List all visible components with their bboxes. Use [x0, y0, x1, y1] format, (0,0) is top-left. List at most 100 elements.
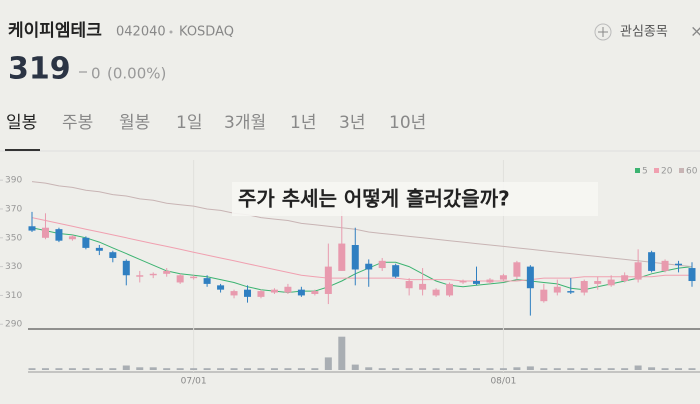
volume-bar: [634, 365, 642, 370]
volume-bar: [176, 368, 184, 370]
y-tick-label: 330: [5, 262, 22, 272]
x-tick-label: 07/01: [181, 377, 207, 387]
volume-bar: [499, 368, 507, 370]
volume-bar: [580, 368, 588, 370]
volume-bar: [472, 368, 480, 370]
stock-name: 케이피엠테크: [8, 21, 102, 41]
dot: [169, 30, 173, 34]
candle-body: [122, 260, 130, 276]
candle-body: [163, 270, 171, 274]
candle-body: [419, 283, 427, 290]
candle-body: [675, 263, 683, 266]
volume-bar: [28, 368, 36, 370]
tab[interactable]: 주봉: [62, 113, 93, 133]
volume-bar: [163, 368, 171, 370]
y-tick-label: 390: [5, 176, 22, 186]
volume-bar: [675, 368, 683, 370]
candle-body: [378, 260, 386, 269]
volume-bar: [446, 368, 454, 370]
tabs: 일봉 주봉 월봉 1일 3개월 1년 3년 10년: [0, 113, 700, 152]
volume-bar: [648, 367, 656, 370]
candle-body: [567, 291, 575, 293]
candle-body: [594, 281, 602, 284]
volume-bar: [405, 368, 413, 370]
caption-box: [232, 182, 598, 216]
volume-bar: [122, 365, 130, 370]
candle-body: [526, 266, 534, 289]
change-pct: (0.00%): [107, 65, 166, 83]
volume-bar: [149, 367, 157, 370]
candle-body: [432, 289, 440, 296]
volume-bar: [270, 368, 278, 370]
candle-body: [607, 279, 615, 286]
candle-body: [244, 289, 252, 297]
volume-bar: [244, 368, 252, 370]
candle-body: [270, 289, 278, 293]
candle-body: [95, 247, 103, 251]
volume-bar: [41, 368, 49, 370]
ma-line: [31, 227, 693, 294]
volume-bar: [419, 368, 427, 370]
legend-label: 60: [686, 167, 698, 177]
volume-bar: [297, 368, 305, 370]
volume-bar: [553, 368, 561, 370]
volume-bar: [378, 368, 386, 370]
candle-body: [486, 279, 494, 283]
volume-bar: [311, 368, 319, 370]
tab[interactable]: 3개월: [224, 113, 266, 133]
candle-body: [55, 229, 63, 241]
candle-body: [351, 245, 359, 270]
candle-body: [540, 289, 548, 302]
volume-bar: [324, 357, 332, 370]
volume-bar: [109, 368, 117, 370]
volume-bar: [607, 368, 615, 370]
tab[interactable]: 1일: [176, 113, 202, 133]
volume-bar: [68, 368, 76, 370]
y-tick-label: 370: [5, 204, 22, 214]
candle-body: [257, 291, 265, 297]
volume-bar: [136, 367, 144, 370]
tab[interactable]: 10년: [389, 113, 426, 133]
candle-body: [621, 275, 629, 282]
stock-code: 042040: [116, 25, 166, 40]
volume-bar: [230, 368, 238, 370]
legend-label: 5: [642, 167, 648, 177]
close[interactable]: ×: [690, 22, 700, 41]
candle-body: [203, 278, 211, 284]
candle-body: [580, 281, 588, 293]
volume-bar: [203, 368, 211, 370]
volume-bar: [688, 368, 696, 370]
candle-body: [405, 281, 413, 289]
tab[interactable]: 일봉: [6, 113, 37, 133]
tab[interactable]: 1년: [290, 113, 316, 133]
candle-body: [136, 275, 144, 277]
candle-body: [472, 281, 480, 284]
legend-swatch: [635, 168, 640, 173]
candle-body: [446, 283, 454, 296]
watchlist-button[interactable]: 관심종목: [620, 25, 668, 40]
x-tick-label: 08/01: [490, 377, 516, 387]
add-icon[interactable]: [594, 23, 612, 41]
tab[interactable]: 월봉: [119, 113, 150, 133]
volume-bar: [351, 364, 359, 370]
candle-body: [648, 252, 656, 271]
volume-bar: [55, 368, 63, 370]
ma-line: [31, 181, 693, 268]
volume-bar: [217, 368, 225, 370]
volume-bar: [190, 368, 198, 370]
candle-body: [217, 285, 225, 290]
candle-body: [41, 227, 49, 238]
candle-body: [499, 275, 507, 280]
candle-body: [634, 262, 642, 280]
candle-body: [82, 237, 90, 248]
candle-body: [392, 265, 400, 277]
caption: 주가 추세는 어떻게 흘러갔을까?: [238, 187, 510, 211]
volume-bar: [540, 368, 548, 370]
tab[interactable]: 3년: [339, 113, 365, 133]
y-tick-label: 310: [5, 291, 22, 301]
chart: 390 370 350 330 310 290 07/01 08/01 5 20 60: [0, 160, 700, 387]
candle-body: [109, 252, 117, 258]
y-tick-label: 350: [5, 233, 22, 243]
volume-bar: [365, 367, 373, 370]
